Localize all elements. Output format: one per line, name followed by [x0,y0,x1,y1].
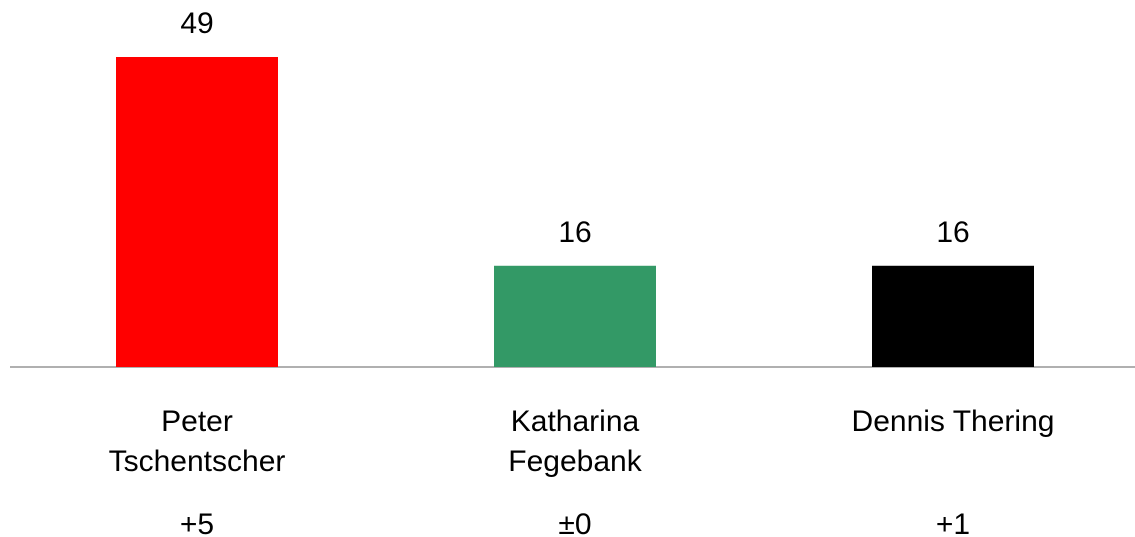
category-label: Katharina Fegebank [508,405,642,478]
change-label: ±0 [558,508,592,537]
change-label: +5 [179,508,215,537]
value-label: 49 [180,7,213,40]
value-label: 16 [558,216,591,249]
bar [116,57,278,367]
category-label: Dennis Thering [851,405,1055,438]
category-label: Peter Tschentscher [108,405,286,478]
value-label: 16 [936,216,969,249]
change-label: +1 [935,508,971,537]
bar [872,265,1034,367]
bar [494,265,656,367]
